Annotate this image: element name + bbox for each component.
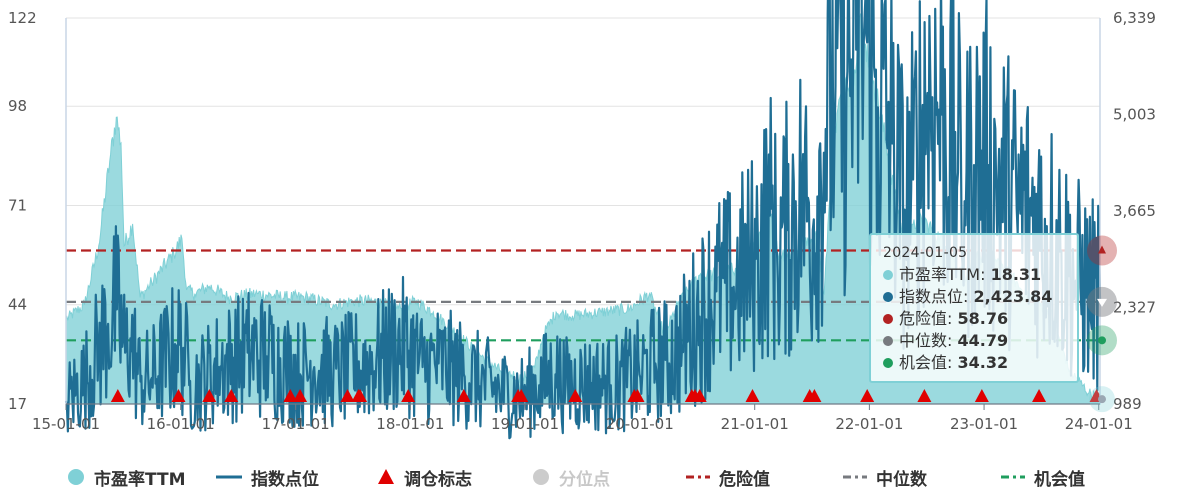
pe-end-dot [1098,395,1106,404]
rebalance-marker [917,389,932,402]
rebalance-marker [860,389,875,402]
chart-legend: 市盈率TTM 指数点位 调仓标志 分位点 危险值 中位数 机会值 [0,462,1193,492]
opportunity-badge-dot [1098,336,1106,345]
legend-item-index[interactable]: 指数点位 [215,462,319,492]
triangle-icon [378,469,394,484]
legend-item-median[interactable]: 中位数 [842,462,927,492]
rebalance-marker [353,389,368,402]
tooltip-label: 机会值: [899,353,958,372]
legend-item-rebalance[interactable]: 调仓标志 [376,462,472,492]
tooltip-dot [883,270,893,280]
tooltip-date: 2024-01-05 [883,245,968,261]
tooltip-dot [883,336,893,346]
end-badges [1087,235,1117,413]
tooltip-value: 44.79 [957,331,1009,350]
x-tick-label: 20-01-01 [606,415,674,433]
tooltip-label: 市盈率TTM: [899,265,991,284]
legend-item-pe[interactable]: 市盈率TTM [66,462,186,492]
tooltip-row-opportunity: 机会值: 34.32 [883,352,1077,374]
legend-label: 调仓标志 [404,469,472,490]
right-tick-label: 3,665 [1113,202,1156,220]
pe-index-chart: 122 6,339 98 5,003 71 3,665 44 2,327 17 989 15-01-… [8,0,1156,440]
rebalance-marker [110,389,125,402]
tooltip-value: 2,423.84 [973,287,1053,306]
tooltip-row-index: 指数点位: 2,423.84 [883,286,1077,308]
tooltip-label: 指数点位: [899,287,974,306]
circle-icon [533,469,549,485]
tooltip-value: 18.31 [990,265,1042,284]
rebalance-marker [692,389,707,402]
x-tick-label: 19-01-01 [491,415,559,433]
left-tick-label: 17 [8,395,27,413]
dash-icon [843,475,867,479]
legend-label: 分位点 [559,469,610,490]
legend-label: 指数点位 [251,469,319,490]
tooltip-row-danger: 危险值: 58.76 [883,308,1077,330]
left-tick-label: 71 [8,196,27,214]
rebalance-marker [514,389,529,402]
rebalance-marker [974,389,989,402]
tooltip-value: 34.32 [957,353,1009,372]
left-tick-label: 98 [8,97,27,115]
x-tick-label: 22-01-01 [835,415,903,433]
rebalance-marker [283,389,298,402]
legend-label: 机会值 [1034,469,1085,490]
data-tooltip: 2024-01-05 市盈率TTM: 18.31 指数点位: 2,423.84 … [869,233,1079,383]
dash-icon [686,475,710,479]
right-tick-label: 2,327 [1113,298,1156,316]
median-badge-arrow [1097,298,1107,307]
rebalance-marker [224,389,239,402]
circle-icon [68,469,84,485]
tooltip-value: 58.76 [957,309,1009,328]
rebalance-marker [456,389,471,402]
legend-item-danger[interactable]: 危险值 [685,462,770,492]
dash-icon [1001,475,1025,479]
rebalance-marker [340,389,355,402]
legend-label: 危险值 [719,469,770,490]
x-tick-label: 16-01-01 [147,415,215,433]
legend-item-percentile[interactable]: 分位点 [531,462,610,492]
x-tick-label: 23-01-01 [950,415,1018,433]
x-tick-label: 18-01-01 [376,415,444,433]
tooltip-row-median: 中位数: 44.79 [883,330,1077,352]
tooltip-label: 危险值: [899,309,958,328]
tooltip-label: 中位数: [899,331,958,350]
rebalance-marker [807,389,822,402]
x-tick-label: 24-01-01 [1065,415,1133,433]
x-tick-label: 21-01-01 [721,415,789,433]
danger-badge-arrow [1098,245,1106,254]
rebalance-marker [1032,389,1047,402]
tooltip-dot [883,314,893,324]
tooltip-dot [883,292,893,302]
legend-label: 市盈率TTM [94,469,186,490]
legend-label: 中位数 [876,469,927,490]
right-tick-label: 6,339 [1113,9,1156,27]
rebalance-marker [745,389,760,402]
rebalance-marker [293,389,308,402]
legend-item-opportunity[interactable]: 机会值 [1000,462,1085,492]
rebalance-marker [568,389,583,402]
left-tick-label: 122 [8,9,37,27]
tooltip-row-pe: 市盈率TTM: 18.31 [883,264,1077,286]
rebalance-marker [202,389,217,402]
tooltip-dot [883,358,893,368]
right-tick-label: 5,003 [1113,105,1156,123]
x-tick-label: 17-01-01 [262,415,330,433]
line-icon [216,475,242,479]
left-tick-label: 44 [8,296,27,314]
index-line-series [64,0,1102,440]
rebalance-marker [401,389,416,402]
right-tick-label: 989 [1113,395,1142,413]
rebalance-marker [630,389,645,402]
axes: 122 6,339 98 5,003 71 3,665 44 2,327 17 989 15-01-… [8,9,1156,433]
rebalance-marker [171,389,186,402]
x-tick-label: 15-01-01 [32,415,100,433]
index-line [64,0,1102,440]
